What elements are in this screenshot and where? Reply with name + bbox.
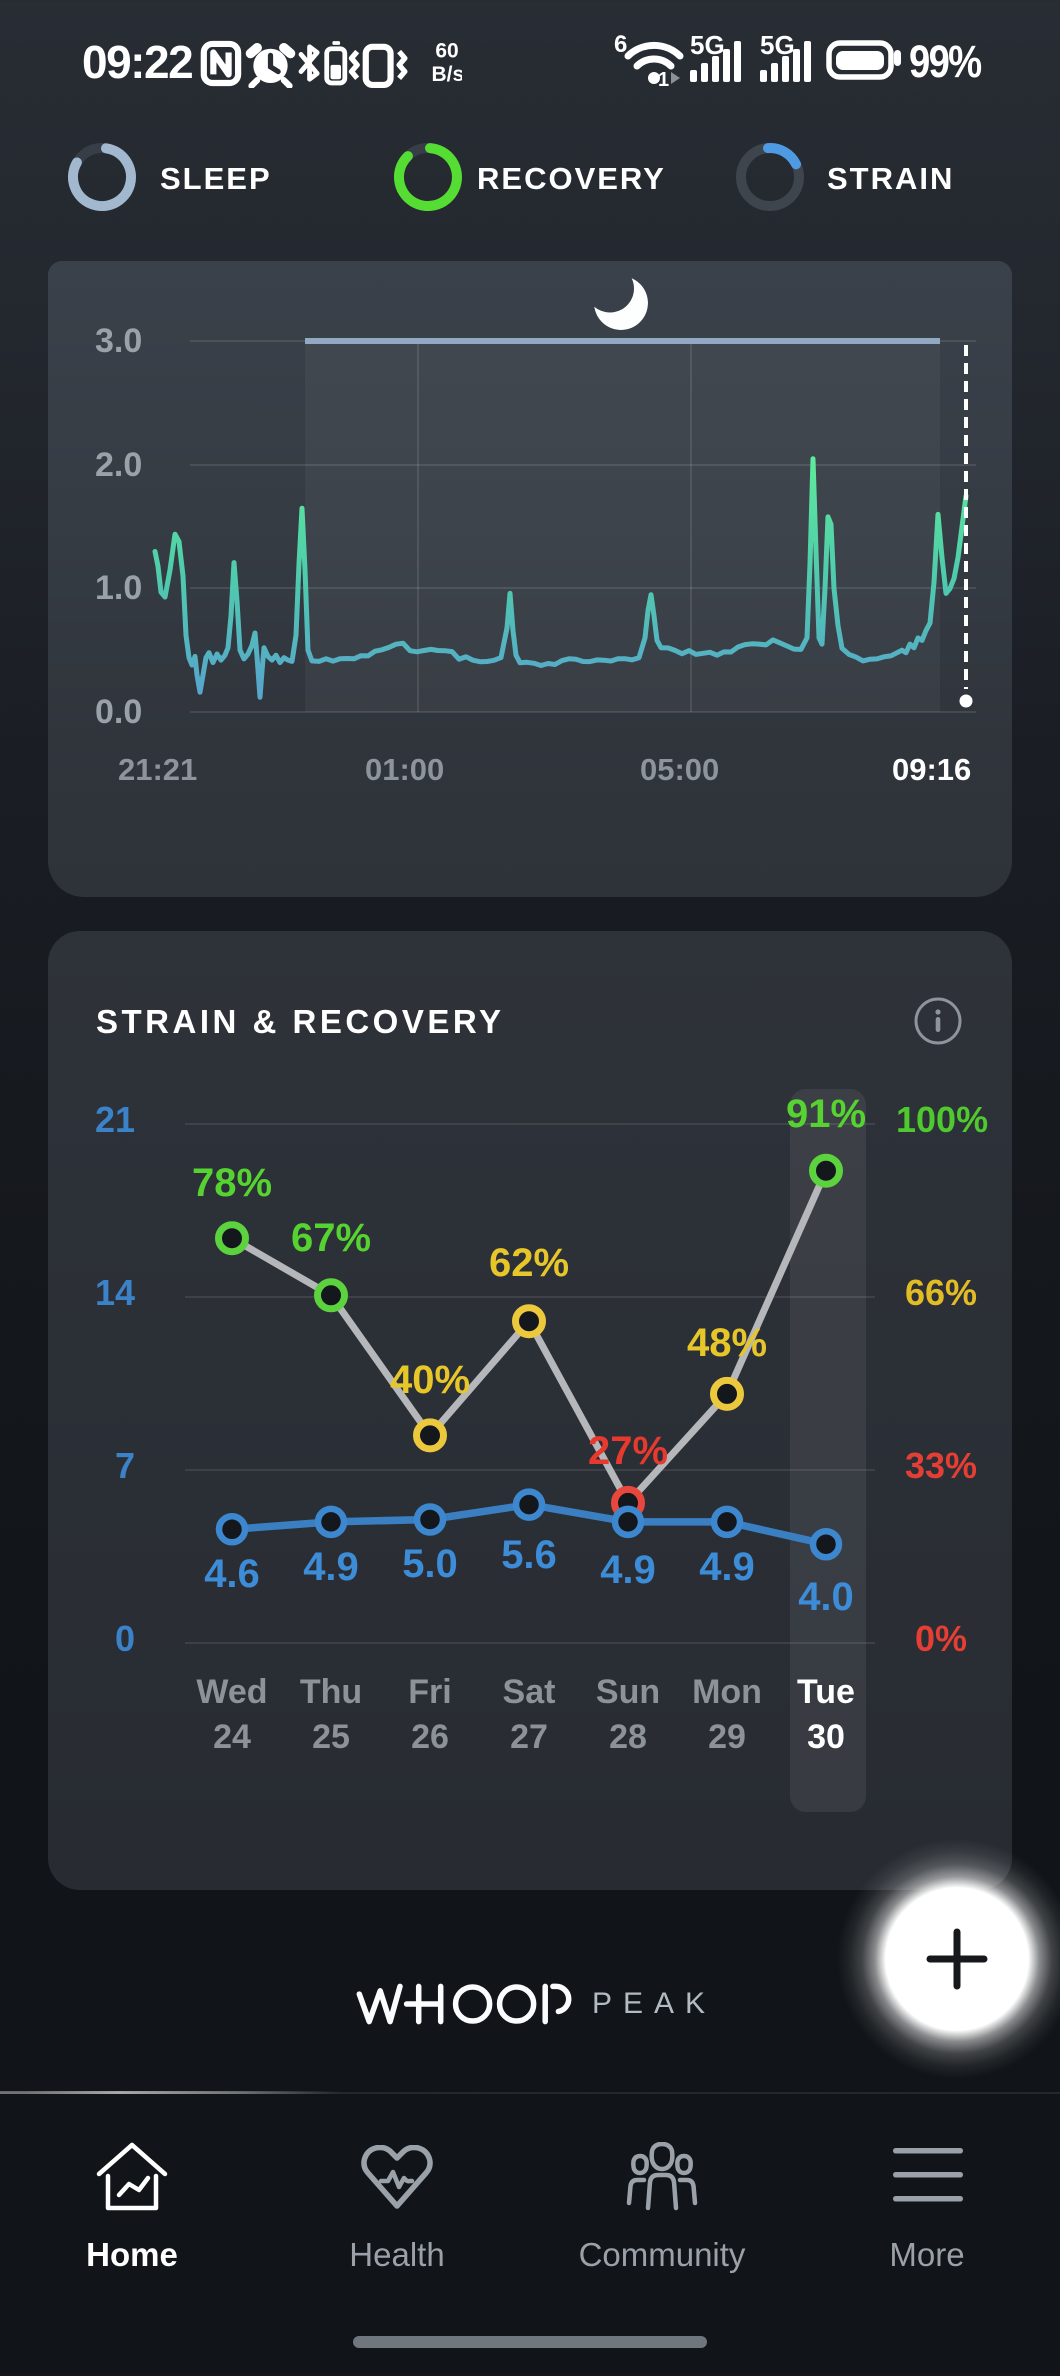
svg-text:1: 1 [658, 69, 669, 88]
svg-text:B/s: B/s [432, 63, 462, 86]
svg-text:5G: 5G [760, 30, 795, 60]
svg-text:6: 6 [614, 31, 627, 58]
svg-text:60: 60 [435, 39, 458, 62]
svg-text:5G: 5G [690, 30, 725, 60]
